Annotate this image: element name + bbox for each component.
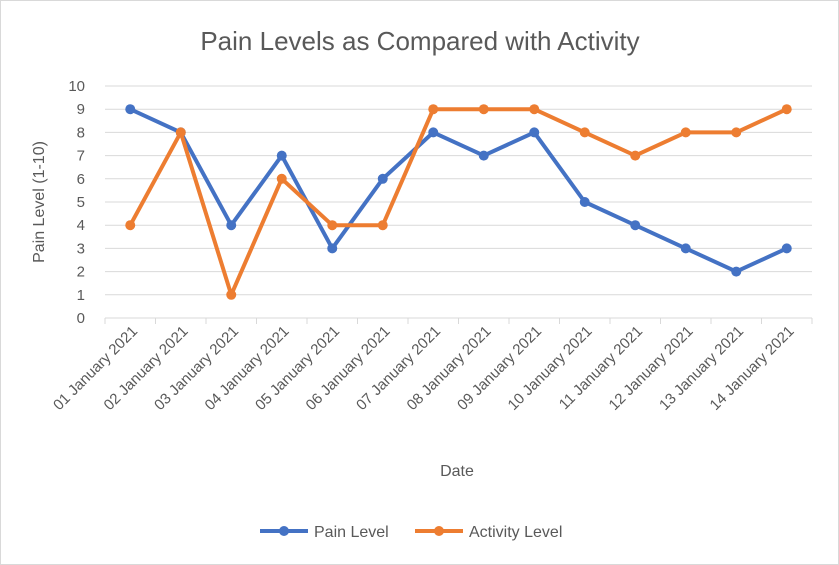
- y-tick-label: 8: [77, 124, 85, 141]
- pain-level-point: [529, 127, 540, 138]
- activity-level-point: [630, 150, 641, 161]
- pain-level-point: [781, 243, 792, 254]
- activity-level-point: [680, 127, 691, 138]
- pain-level-point: [630, 220, 641, 231]
- pain-level-point: [680, 243, 691, 254]
- y-tick-label: 3: [77, 240, 85, 257]
- y-tick-label: 0: [77, 310, 85, 327]
- y-tick-label: 1: [77, 287, 85, 304]
- pain-level-point: [276, 150, 287, 161]
- chart-title: Pain Levels as Compared with Activity: [200, 26, 639, 56]
- pain-level-point: [731, 266, 742, 277]
- gridlines: [105, 85, 812, 319]
- y-tick-label: 6: [77, 171, 85, 188]
- pain-level-point: [428, 127, 439, 138]
- activity-level-point: [781, 104, 792, 115]
- pain-level-line: [128, 107, 789, 274]
- activity-level-point: [731, 127, 742, 138]
- pain-level-point: [125, 104, 136, 115]
- y-tick-label: 2: [77, 264, 85, 281]
- activity-level-point: [478, 104, 489, 115]
- pain-level-point: [478, 150, 489, 161]
- activity-level-point: [276, 173, 287, 184]
- y-tick-label: 9: [77, 101, 85, 118]
- activity-level-point: [226, 289, 237, 300]
- activity-level-point: [327, 220, 338, 231]
- x-axis-title: Date: [440, 463, 474, 480]
- y-tick-label: 10: [68, 78, 85, 95]
- activity-level-point: [579, 127, 590, 138]
- pain-level-point: [377, 173, 388, 184]
- pain-level-legend-marker: [279, 526, 289, 536]
- pain-level-point: [579, 197, 590, 207]
- y-axis-title: Pain Level (1-10): [31, 141, 48, 263]
- y-tick-label: 7: [77, 148, 85, 165]
- activity-level-point: [125, 220, 136, 231]
- legend: Pain Level Activity Level: [260, 524, 562, 541]
- activity-level-legend-label: Activity Level: [469, 524, 562, 541]
- activity-level-point: [175, 127, 186, 138]
- y-axis-ticks: 0 1 2 3 4 5 6 7 8 9 10: [68, 78, 85, 327]
- series-layer: [125, 104, 792, 300]
- activity-level-point: [529, 104, 540, 115]
- activity-level-line: [128, 107, 789, 297]
- pain-level-point: [327, 243, 338, 254]
- pain-level-point: [226, 220, 237, 231]
- x-tick-label: 01 January 2021: [50, 323, 141, 414]
- pain-level-legend-label: Pain Level: [314, 524, 389, 541]
- y-tick-label: 4: [77, 217, 85, 234]
- y-tick-label: 5: [77, 194, 85, 211]
- activity-level-legend-marker: [434, 526, 444, 536]
- activity-level-point: [377, 220, 388, 231]
- activity-level-point: [428, 104, 439, 115]
